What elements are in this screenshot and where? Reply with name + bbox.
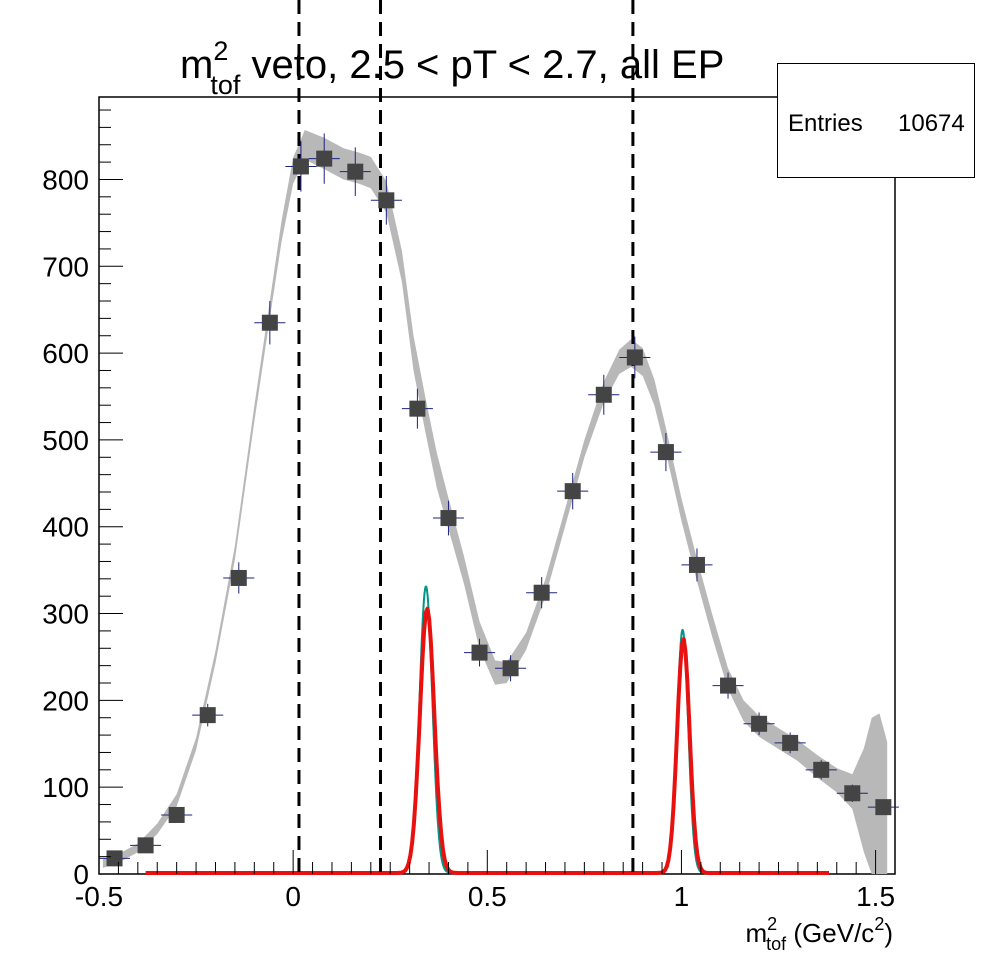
data-point-12 — [463, 638, 496, 667]
fit-band — [102, 130, 888, 874]
data-point-19 — [681, 548, 713, 582]
marker — [782, 734, 799, 751]
y-tick-label: 400 — [42, 512, 89, 543]
data-point-25 — [867, 799, 899, 816]
marker — [875, 799, 892, 816]
stats-entries-label: Entries — [788, 110, 863, 137]
y-tick-label: 0 — [73, 859, 89, 890]
data-point-2 — [161, 806, 193, 823]
marker — [688, 556, 705, 573]
x-tick-label: 0 — [285, 881, 301, 912]
y-tick-label: 600 — [42, 338, 89, 369]
y-tick-label: 300 — [42, 599, 89, 630]
data-point-24 — [836, 784, 868, 802]
data-point-9 — [370, 176, 402, 225]
marker — [106, 850, 123, 867]
data-point-1 — [130, 837, 162, 854]
data-point-7 — [308, 133, 340, 184]
chart-title: m2 tof veto, 2.5 < pT < 2.7, all EP — [180, 36, 724, 100]
data-point-23 — [805, 760, 837, 780]
marker — [230, 569, 247, 586]
marker — [168, 806, 185, 823]
x-tick-label: 1 — [674, 881, 690, 912]
data-point-14 — [526, 577, 558, 609]
data-point-15 — [557, 472, 589, 510]
marker — [813, 761, 830, 778]
marker — [261, 314, 278, 331]
marker — [533, 584, 550, 601]
marker — [440, 510, 457, 527]
y-tick-label: 800 — [42, 164, 89, 195]
marker — [316, 150, 333, 167]
data-point-22 — [774, 732, 806, 754]
frame — [98, 96, 896, 875]
x-axis-label: m2 tof (GeV/c2) — [745, 914, 893, 954]
marker — [137, 837, 154, 854]
data-point-11 — [432, 500, 464, 536]
marker — [564, 483, 581, 500]
x-tick-label: 1.5 — [856, 881, 895, 912]
data-point-6 — [285, 141, 317, 192]
x-tick-label: -0.5 — [75, 881, 123, 912]
stats-box: Entries 10674 — [777, 63, 975, 178]
marker — [626, 349, 643, 366]
y-tick-label: 100 — [42, 772, 89, 803]
marker — [751, 715, 768, 732]
data-point-17 — [619, 336, 651, 379]
marker — [471, 644, 488, 661]
peak-curves-layer — [145, 585, 830, 875]
stats-entries-value: 10674 — [898, 110, 965, 137]
y-tick-label: 200 — [42, 685, 89, 716]
data-point-13 — [495, 655, 527, 682]
x-tick-label: 0.5 — [468, 881, 507, 912]
data-point-4 — [223, 562, 255, 594]
marker — [844, 785, 861, 802]
fit-band-layer — [102, 130, 888, 874]
marker — [199, 707, 216, 724]
data-point-3 — [192, 703, 224, 727]
data-point-8 — [339, 147, 371, 196]
y-tick-label: 700 — [42, 251, 89, 282]
data-point-10 — [401, 388, 433, 429]
marker — [657, 444, 674, 461]
marker — [347, 163, 364, 180]
vertical-lines-layer — [297, 0, 635, 874]
data-point-18 — [650, 432, 682, 472]
marker — [378, 192, 395, 209]
data-point-20 — [712, 672, 744, 699]
data-point-21 — [743, 712, 775, 736]
data-points-layer — [99, 133, 899, 867]
marker — [502, 660, 519, 677]
y-tick-label: 500 — [42, 425, 89, 456]
data-point-5 — [254, 301, 286, 345]
data-point-16 — [588, 374, 620, 415]
marker — [409, 400, 426, 417]
marker — [720, 677, 737, 694]
marker — [595, 386, 612, 403]
marker — [292, 158, 309, 175]
